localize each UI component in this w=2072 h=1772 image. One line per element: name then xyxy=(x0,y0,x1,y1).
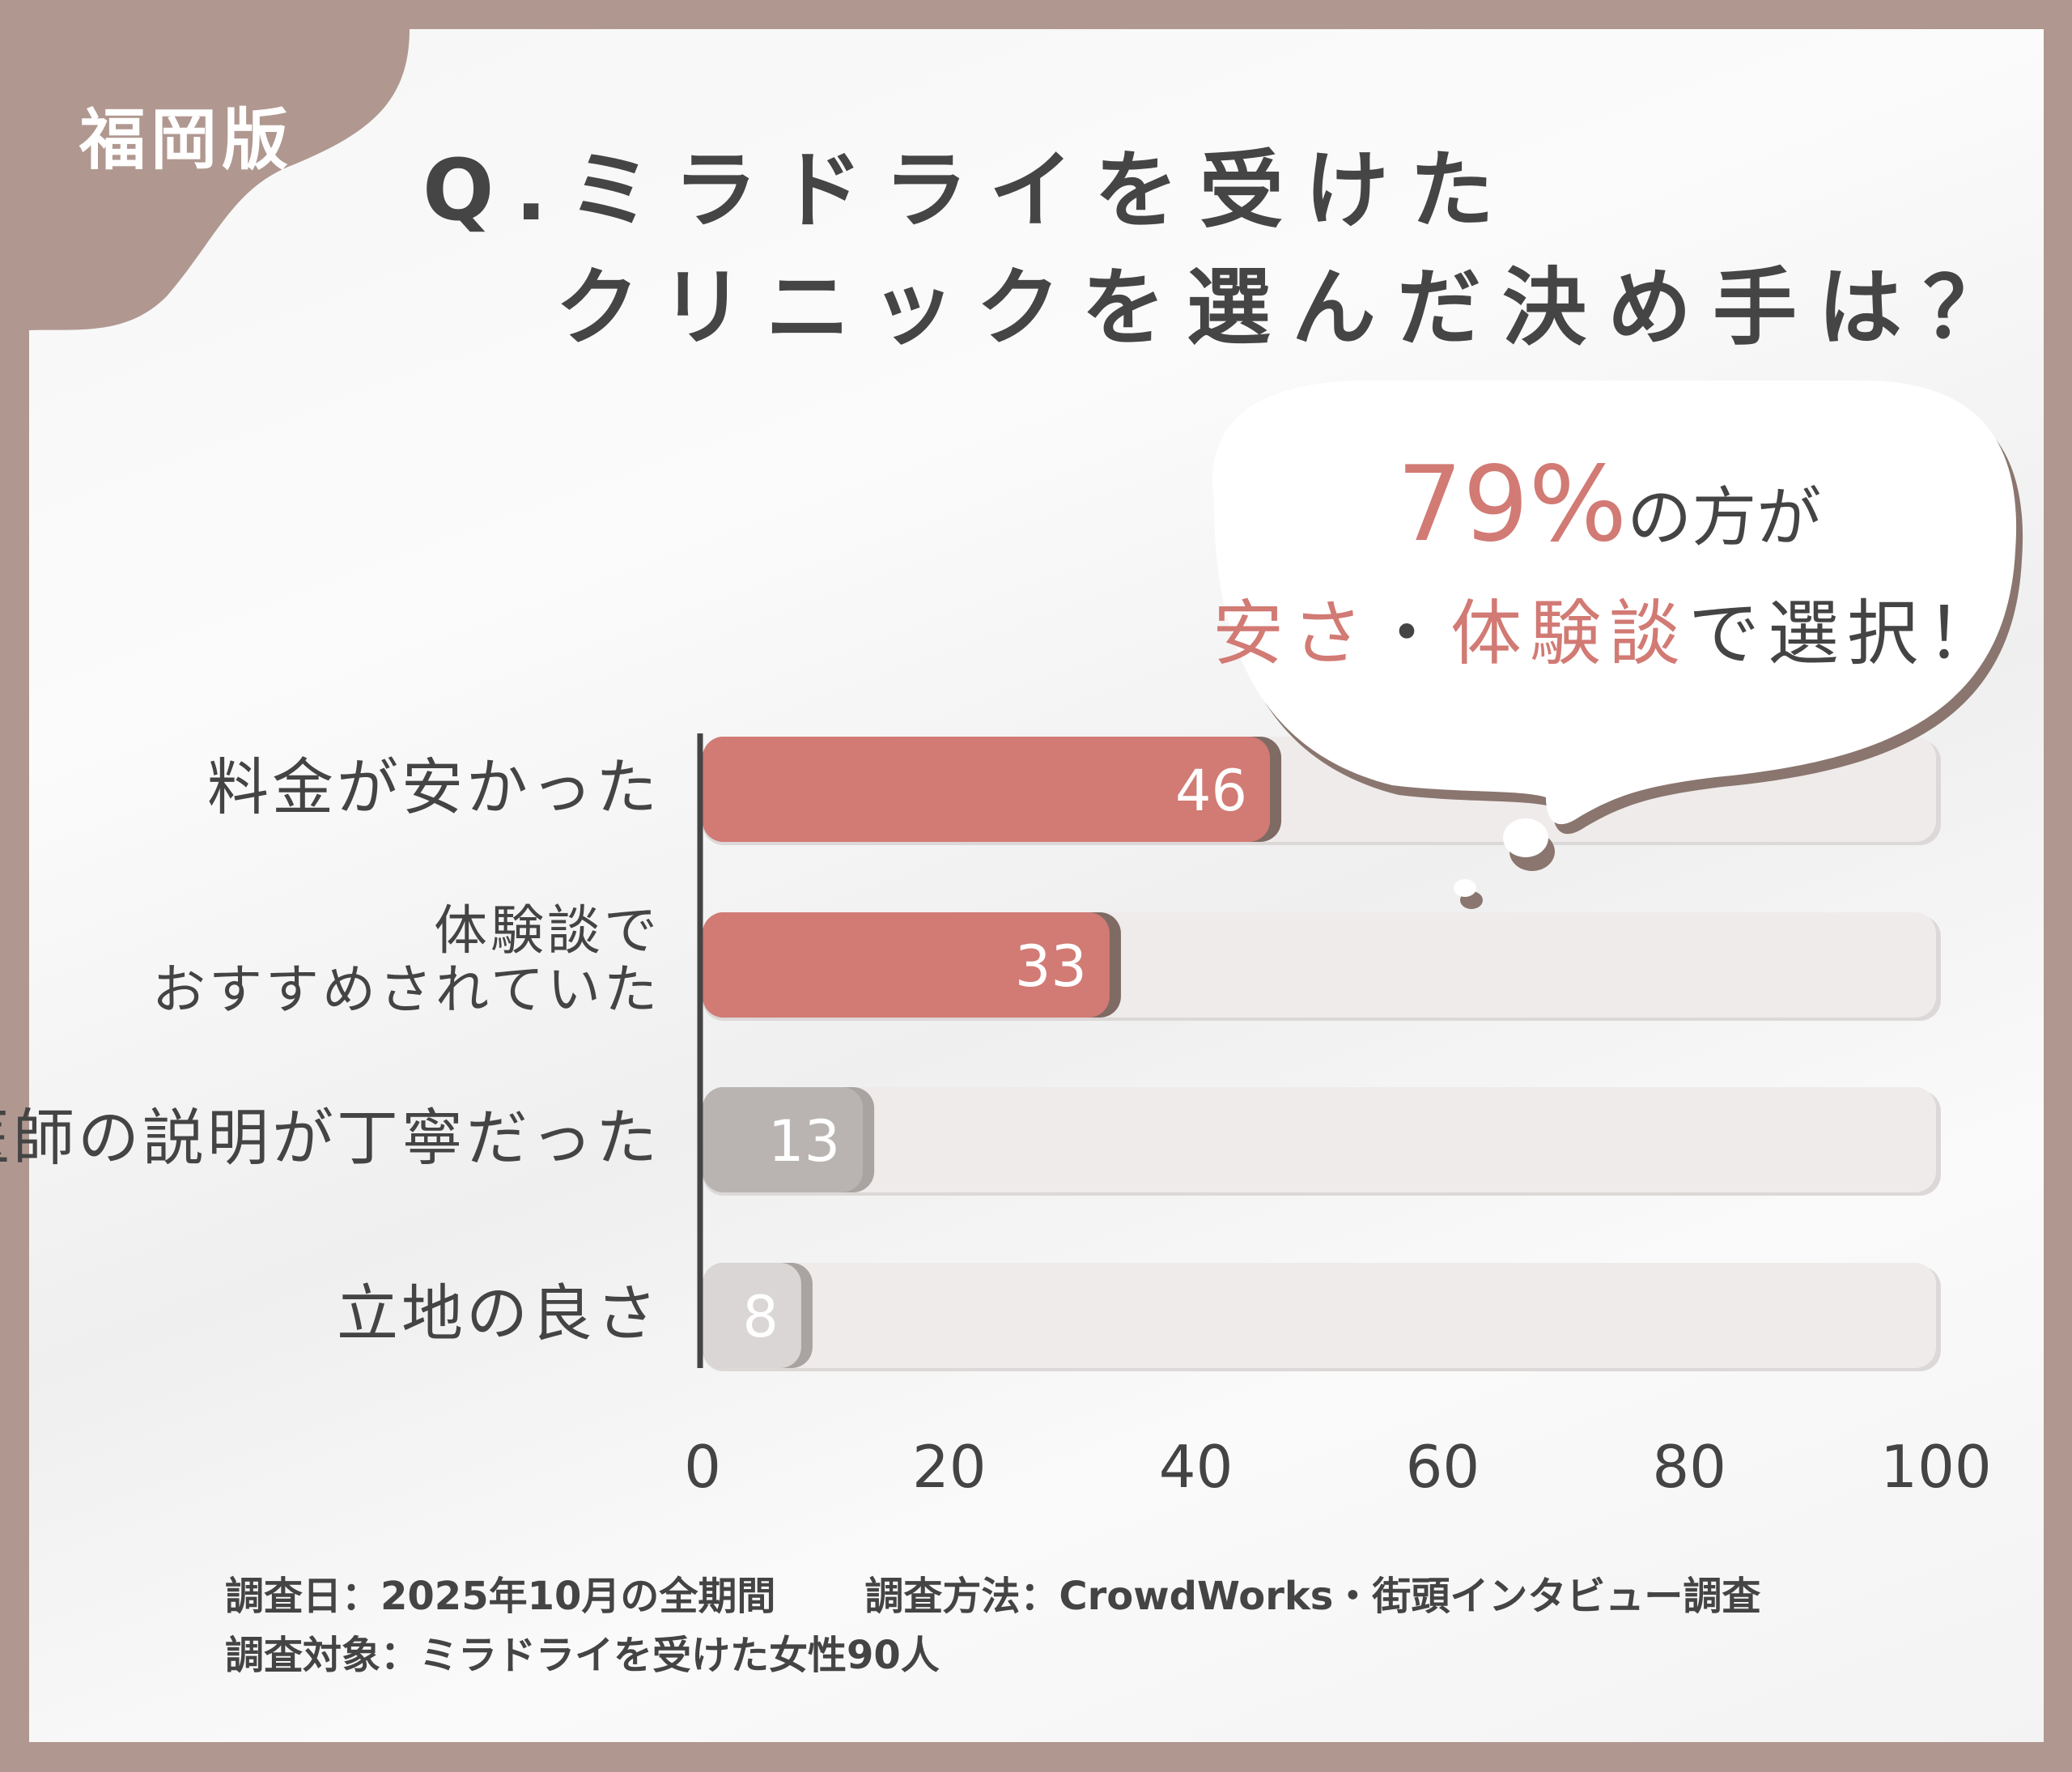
x-tick-label: 40 xyxy=(1158,1433,1233,1501)
bar-value-label: 46 xyxy=(1175,758,1247,824)
bar-track xyxy=(703,1087,1936,1192)
survey-date: 調査日：2025年10月の全期間 xyxy=(225,1574,776,1619)
category-label: 体験談で おすすめされていた xyxy=(151,899,660,1021)
x-tick-label: 20 xyxy=(911,1433,987,1501)
x-tick-label: 80 xyxy=(1652,1433,1726,1501)
bar-value-label: 33 xyxy=(1015,933,1087,1000)
callout-separator: ・ xyxy=(1370,592,1450,675)
bar-value-label: 13 xyxy=(768,1108,840,1175)
callout-percent: 79% xyxy=(1396,444,1628,565)
category-label: 立地の良さ xyxy=(337,1277,660,1349)
callout-highlight-2: 体験談 xyxy=(1450,592,1689,675)
callout-highlight-1: 安さ xyxy=(1212,592,1371,675)
bar xyxy=(703,912,1110,1018)
category-label: 料金が安かった xyxy=(207,751,660,823)
survey-method: 調査方法：CrowdWorks・街頭インタビュー調査 xyxy=(864,1574,1761,1619)
infographic-card: 福岡版 xyxy=(29,29,2044,1742)
corner-blob xyxy=(29,29,410,330)
callout-suffix: の方が xyxy=(1627,480,1822,555)
bar xyxy=(703,1087,864,1192)
footer-line-1: 調査日：2025年10月の全期間 調査方法：CrowdWorks・街頭インタビュー… xyxy=(225,1564,1760,1621)
bar xyxy=(703,737,1271,842)
x-tick-label: 60 xyxy=(1405,1433,1480,1501)
region-badge: 福岡版 xyxy=(79,102,294,179)
title-line-2: クリニックを選んだ決め手は？ xyxy=(555,258,2029,357)
x-tick-label: 100 xyxy=(1880,1433,1992,1501)
title-line-1: Q.ミラドライを受けた xyxy=(422,141,1515,240)
callout-text: 79%の方が 安さ・体験談で選択！ xyxy=(1203,453,2015,679)
callout-tail: で選択！ xyxy=(1688,592,2006,675)
bar-track xyxy=(703,1263,1936,1368)
survey-target: 調査対象：ミラドライを受けた女性90人 xyxy=(225,1633,940,1678)
bar xyxy=(703,1263,801,1368)
bar-value-label: 8 xyxy=(742,1284,779,1350)
category-label: 医師の説明が丁寧だった xyxy=(0,1102,660,1174)
x-tick-label: 0 xyxy=(684,1433,721,1501)
